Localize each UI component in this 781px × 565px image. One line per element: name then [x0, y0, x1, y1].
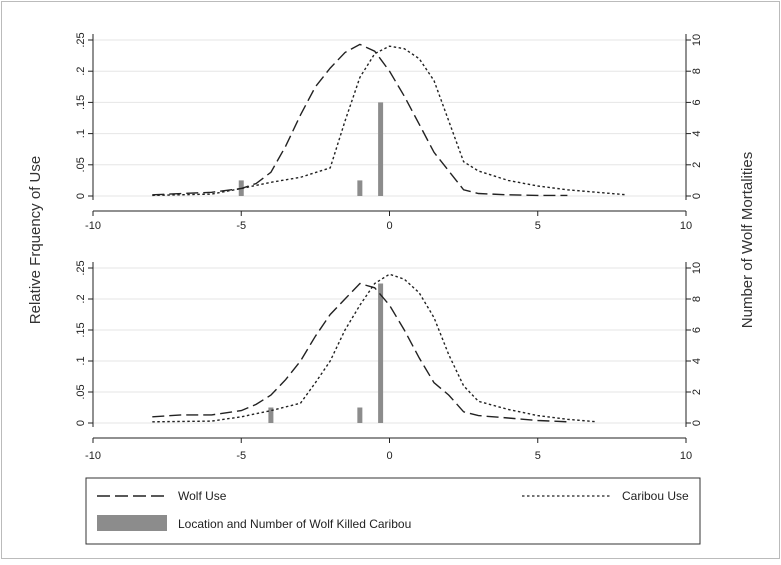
- bottom-x-tick-label: 0: [386, 450, 392, 462]
- legend-wolf-label: Wolf Use: [178, 489, 227, 503]
- top-left-tick-label: .25: [75, 32, 87, 47]
- top-x-tick-label: 10: [680, 220, 692, 232]
- top-right-tick-label: 4: [691, 131, 703, 137]
- bottom-right-tick-label: 6: [691, 327, 703, 333]
- top-x-tick-label: 0: [386, 220, 392, 232]
- bottom-right-tick-label: 8: [691, 296, 703, 302]
- top-right-tick-label: 10: [691, 34, 703, 46]
- bottom-left-tick-label: .2: [75, 294, 87, 303]
- bottom-left-tick-label: .25: [75, 260, 87, 275]
- top-wolf-use-line: [152, 43, 568, 197]
- bottom-kill-bar: [357, 407, 363, 423]
- bottom-right-tick-label: 4: [691, 358, 703, 364]
- top-kill-bar: [357, 180, 363, 196]
- legend-box: [85, 477, 701, 545]
- top-left-tick-label: .15: [75, 95, 87, 110]
- top-left-tick-label: 0: [75, 193, 87, 199]
- right-axis-title: Number of Wolf Mortalities: [739, 152, 756, 328]
- top-left-tick-label: .2: [75, 67, 87, 76]
- bottom-x-tick-label: -10: [85, 450, 101, 462]
- legend-kills-label: Location and Number of Wolf Killed Carib…: [178, 517, 411, 531]
- panel-top: 0 .05 .1 .15 .2 .25 0 2 4 6 8 10 -10 -5 0 5 10: [75, 32, 703, 232]
- panel-bottom: 0 .05 .1 .15 .2 .25 0 2 4 6 8 10 -10 -5 0 5 10: [75, 260, 703, 462]
- bottom-left-tick-label: .15: [75, 322, 87, 337]
- legend-kills-swatch: [97, 515, 167, 531]
- top-left-tick-label: .1: [75, 129, 87, 138]
- top-right-tick-label: 2: [691, 162, 703, 168]
- top-right-tick-label: 8: [691, 68, 703, 74]
- top-caribou-use-line: [152, 45, 627, 197]
- bottom-right-tick-label: 10: [691, 262, 703, 274]
- left-axis-title: Relative Frquency of Use: [27, 156, 44, 324]
- top-x-tick-label: 5: [535, 220, 541, 232]
- top-kill-bar: [378, 102, 384, 196]
- bottom-x-tick-label: 10: [680, 450, 692, 462]
- bottom-wolf-use-line: [152, 282, 568, 423]
- bottom-left-tick-label: .05: [75, 384, 87, 399]
- legend: Wolf Use Caribou Use Location and Number…: [85, 477, 701, 545]
- top-x-tick-label: -10: [85, 220, 101, 232]
- bottom-kill-bar: [268, 407, 274, 423]
- top-x-tick-label: -5: [236, 220, 246, 232]
- top-right-tick-label: 6: [691, 99, 703, 105]
- top-left-tick-label: .05: [75, 157, 87, 172]
- bottom-kill-bar: [378, 283, 384, 423]
- top-right-tick-label: 0: [691, 193, 703, 199]
- bottom-right-tick-label: 2: [691, 389, 703, 395]
- bottom-left-tick-label: 0: [75, 420, 87, 426]
- bottom-right-tick-label: 0: [691, 420, 703, 426]
- bottom-x-tick-label: -5: [236, 450, 246, 462]
- bottom-x-tick-label: 5: [535, 450, 541, 462]
- bottom-left-tick-label: .1: [75, 356, 87, 365]
- legend-caribou-label: Caribou Use: [622, 489, 689, 503]
